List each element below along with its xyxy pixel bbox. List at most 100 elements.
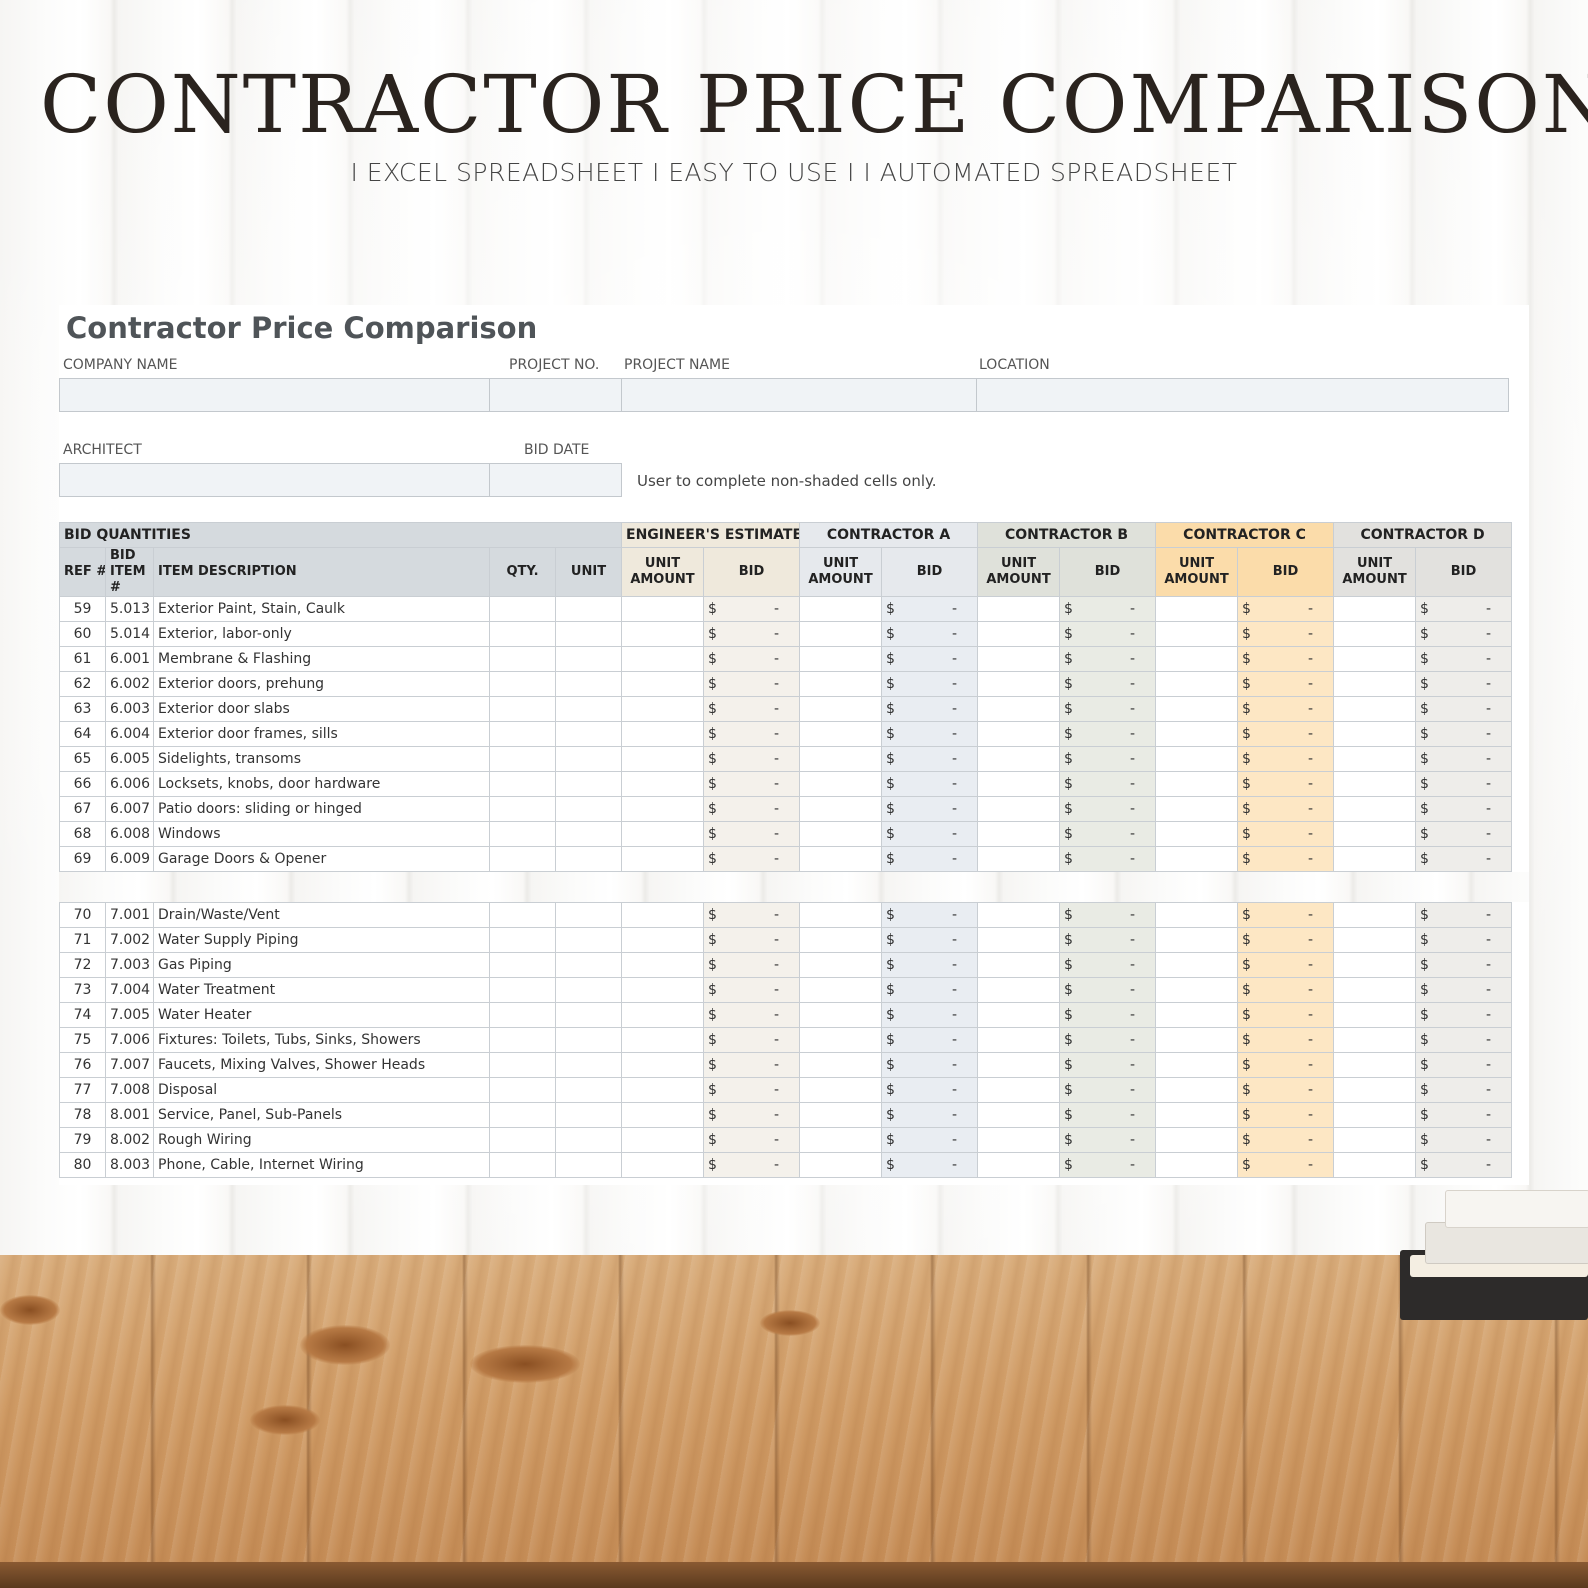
unit-amount-cell[interactable]: [1155, 1152, 1238, 1178]
unit-amount-cell[interactable]: [1155, 1077, 1238, 1103]
unit-amount-cell[interactable]: [1155, 696, 1239, 722]
unit-amount-cell[interactable]: [977, 1102, 1060, 1128]
unit-amount-cell[interactable]: [799, 1152, 882, 1178]
unit-amount-cell[interactable]: [799, 821, 883, 847]
unit-amount-cell[interactable]: [977, 846, 1061, 872]
qty-cell[interactable]: [489, 821, 556, 847]
unit-amount-cell[interactable]: [621, 796, 704, 822]
unit-amount-cell[interactable]: [799, 771, 883, 797]
item-description-cell[interactable]: Garage Doors & Opener: [153, 846, 490, 872]
unit-amount-cell[interactable]: [1333, 1102, 1416, 1128]
unit-cell[interactable]: [555, 1002, 622, 1028]
item-description-cell[interactable]: Locksets, knobs, door hardware: [153, 771, 490, 797]
unit-cell[interactable]: [555, 1052, 622, 1078]
unit-amount-cell[interactable]: [799, 721, 883, 747]
unit-amount-cell[interactable]: [977, 721, 1061, 747]
qty-cell[interactable]: [489, 927, 556, 953]
unit-amount-cell[interactable]: [1333, 671, 1417, 697]
unit-amount-cell[interactable]: [621, 646, 704, 672]
item-description-cell[interactable]: Water Heater: [153, 1002, 490, 1028]
unit-amount-cell[interactable]: [977, 746, 1061, 772]
unit-cell[interactable]: [555, 1027, 622, 1053]
unit-amount-cell[interactable]: [799, 1002, 882, 1028]
item-description-cell[interactable]: Exterior doors, prehung: [153, 671, 490, 697]
qty-cell[interactable]: [489, 1027, 556, 1053]
unit-amount-cell[interactable]: [977, 902, 1060, 928]
unit-cell[interactable]: [555, 671, 622, 697]
qty-cell[interactable]: [489, 977, 556, 1003]
unit-amount-cell[interactable]: [977, 821, 1061, 847]
qty-cell[interactable]: [489, 1077, 556, 1103]
unit-amount-cell[interactable]: [621, 1052, 704, 1078]
unit-cell[interactable]: [555, 771, 622, 797]
unit-amount-cell[interactable]: [1155, 927, 1238, 953]
unit-amount-cell[interactable]: [1155, 952, 1238, 978]
item-description-cell[interactable]: Service, Panel, Sub-Panels: [153, 1102, 490, 1128]
item-description-cell[interactable]: Exterior Paint, Stain, Caulk: [153, 596, 490, 622]
qty-cell[interactable]: [489, 846, 556, 872]
unit-amount-cell[interactable]: [977, 671, 1061, 697]
unit-amount-cell[interactable]: [1155, 1002, 1238, 1028]
qty-cell[interactable]: [489, 746, 556, 772]
unit-cell[interactable]: [555, 902, 622, 928]
item-description-cell[interactable]: Exterior, labor-only: [153, 621, 490, 647]
item-description-cell[interactable]: Exterior door frames, sills: [153, 721, 490, 747]
unit-amount-cell[interactable]: [977, 771, 1061, 797]
unit-amount-cell[interactable]: [621, 721, 704, 747]
item-description-cell[interactable]: Phone, Cable, Internet Wiring: [153, 1152, 490, 1178]
unit-amount-cell[interactable]: [621, 1027, 704, 1053]
item-description-cell[interactable]: Fixtures: Toilets, Tubs, Sinks, Showers: [153, 1027, 490, 1053]
qty-cell[interactable]: [489, 1127, 556, 1153]
project-no-field[interactable]: [489, 378, 622, 412]
qty-cell[interactable]: [489, 771, 556, 797]
item-description-cell[interactable]: Disposal: [153, 1077, 490, 1103]
unit-amount-cell[interactable]: [1333, 721, 1417, 747]
unit-amount-cell[interactable]: [621, 596, 704, 622]
unit-amount-cell[interactable]: [1155, 1102, 1238, 1128]
unit-cell[interactable]: [555, 1102, 622, 1128]
unit-amount-cell[interactable]: [621, 977, 704, 1003]
unit-amount-cell[interactable]: [1333, 977, 1416, 1003]
unit-amount-cell[interactable]: [799, 1052, 882, 1078]
unit-amount-cell[interactable]: [799, 671, 883, 697]
unit-cell[interactable]: [555, 621, 622, 647]
qty-cell[interactable]: [489, 1102, 556, 1128]
unit-amount-cell[interactable]: [1333, 846, 1417, 872]
unit-amount-cell[interactable]: [799, 746, 883, 772]
item-description-cell[interactable]: Patio doors: sliding or hinged: [153, 796, 490, 822]
item-description-cell[interactable]: Gas Piping: [153, 952, 490, 978]
item-description-cell[interactable]: Faucets, Mixing Valves, Shower Heads: [153, 1052, 490, 1078]
unit-amount-cell[interactable]: [1155, 746, 1239, 772]
unit-amount-cell[interactable]: [1333, 596, 1417, 622]
item-description-cell[interactable]: Sidelights, transoms: [153, 746, 490, 772]
qty-cell[interactable]: [489, 1052, 556, 1078]
unit-amount-cell[interactable]: [977, 1052, 1060, 1078]
unit-amount-cell[interactable]: [1155, 596, 1239, 622]
unit-amount-cell[interactable]: [621, 621, 704, 647]
unit-amount-cell[interactable]: [799, 796, 883, 822]
unit-amount-cell[interactable]: [1333, 646, 1417, 672]
unit-amount-cell[interactable]: [621, 1102, 704, 1128]
unit-amount-cell[interactable]: [621, 952, 704, 978]
unit-amount-cell[interactable]: [1333, 1027, 1416, 1053]
unit-amount-cell[interactable]: [1155, 977, 1238, 1003]
architect-field[interactable]: [59, 463, 490, 497]
unit-cell[interactable]: [555, 696, 622, 722]
unit-cell[interactable]: [555, 721, 622, 747]
unit-amount-cell[interactable]: [799, 927, 882, 953]
item-description-cell[interactable]: Membrane & Flashing: [153, 646, 490, 672]
unit-amount-cell[interactable]: [799, 696, 883, 722]
unit-amount-cell[interactable]: [1155, 846, 1239, 872]
unit-amount-cell[interactable]: [799, 621, 883, 647]
unit-amount-cell[interactable]: [1155, 1127, 1238, 1153]
qty-cell[interactable]: [489, 646, 556, 672]
qty-cell[interactable]: [489, 902, 556, 928]
unit-amount-cell[interactable]: [799, 1127, 882, 1153]
unit-amount-cell[interactable]: [1333, 796, 1417, 822]
unit-amount-cell[interactable]: [1333, 771, 1417, 797]
location-field[interactable]: [976, 378, 1509, 412]
unit-amount-cell[interactable]: [1333, 1127, 1416, 1153]
qty-cell[interactable]: [489, 621, 556, 647]
unit-amount-cell[interactable]: [1333, 621, 1417, 647]
unit-amount-cell[interactable]: [977, 646, 1061, 672]
